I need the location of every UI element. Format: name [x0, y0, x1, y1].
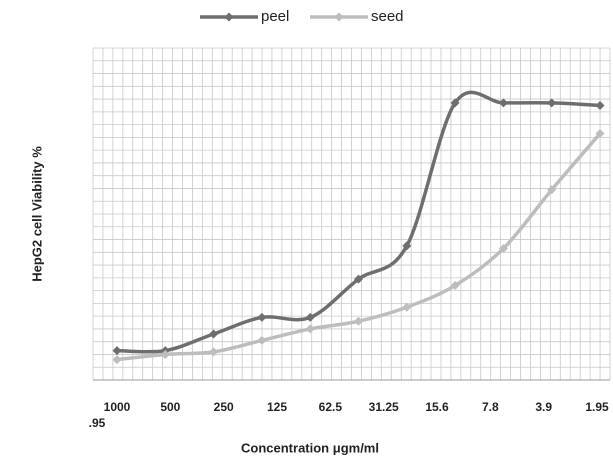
legend-label: peel	[261, 8, 289, 25]
point-marker	[547, 185, 557, 195]
point-marker	[305, 312, 315, 322]
point-marker	[498, 243, 508, 253]
x-tick-label: 500	[160, 400, 180, 414]
point-marker	[402, 302, 412, 312]
point-marker	[160, 349, 170, 359]
point-marker	[498, 98, 508, 108]
point-marker	[595, 129, 605, 139]
point-marker	[547, 98, 557, 108]
x-tick-label: 250	[214, 400, 234, 414]
x-tick-label: .95	[89, 416, 106, 430]
x-tick-label: 31.25	[369, 400, 399, 414]
legend-marker	[224, 12, 234, 22]
legend-marker	[334, 12, 344, 22]
x-tick-label: 7.8	[482, 400, 499, 414]
point-marker	[209, 329, 219, 339]
x-tick-label: 1.95	[585, 400, 609, 414]
point-marker	[595, 100, 605, 110]
point-marker	[305, 324, 315, 334]
point-marker	[450, 98, 460, 108]
point-marker	[112, 346, 122, 356]
point-marker	[257, 335, 267, 345]
x-tick-label: 62.5	[319, 400, 343, 414]
point-marker	[354, 274, 363, 284]
point-marker	[209, 347, 219, 357]
point-marker	[112, 355, 122, 365]
legend-label: seed	[371, 8, 404, 25]
point-marker	[257, 312, 267, 322]
x-tick-label: 125	[267, 400, 287, 414]
y-axis-title: HepG2 cell Viability %	[29, 146, 44, 282]
x-tick-label: 15.6	[425, 400, 449, 414]
point-marker	[450, 281, 460, 291]
point-marker	[402, 241, 412, 251]
x-tick-label: 1000	[104, 400, 131, 414]
point-marker	[354, 316, 363, 326]
x-tick-label: 3.9	[535, 400, 552, 414]
x-axis-title: Concentration μgm/ml	[241, 440, 379, 455]
series-line	[116, 90, 601, 354]
